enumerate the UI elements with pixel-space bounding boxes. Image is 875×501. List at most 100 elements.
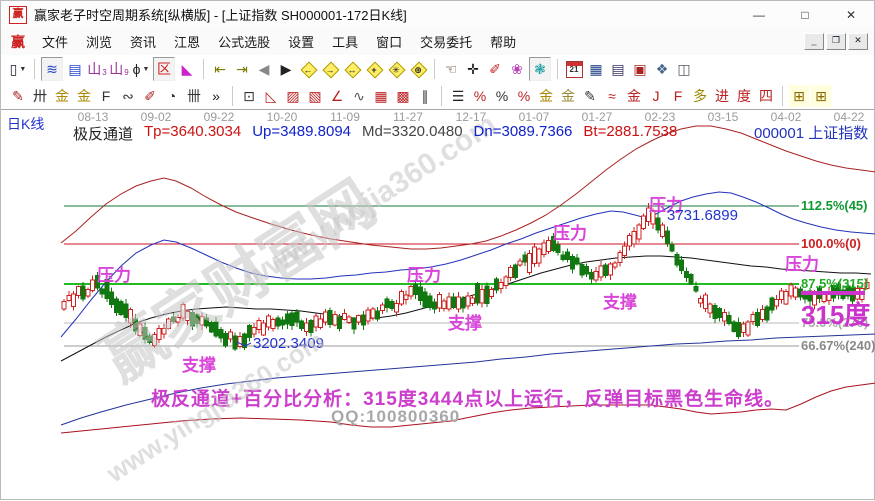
- menu-item-tools[interactable]: 工具: [332, 35, 359, 50]
- indicator-title: 极反通道: [73, 126, 134, 143]
- hatch-box-icon[interactable]: ▨: [286, 88, 300, 104]
- toolbar-separator: [434, 59, 435, 79]
- menu-logo-icon: 赢: [11, 33, 25, 50]
- red-grid-icon[interactable]: ▦: [374, 88, 388, 104]
- si-angle-icon[interactable]: 四: [759, 88, 773, 104]
- wave-channel-icon[interactable]: ≈: [608, 88, 616, 104]
- menu-item-formula-picker[interactable]: 公式选股: [218, 35, 271, 50]
- select-box-icon[interactable]: ⊡: [243, 88, 255, 104]
- mdi-close-button[interactable]: ✕: [848, 33, 868, 50]
- du-angle-icon[interactable]: 度: [737, 88, 751, 104]
- close-button[interactable]: ✕: [845, 7, 857, 22]
- shift-right-icon[interactable]: →: [320, 58, 340, 80]
- mdi-restore-button[interactable]: ❐: [826, 33, 846, 50]
- gold-grid-2-icon[interactable]: 金: [77, 88, 91, 104]
- zoom-reset-icon[interactable]: ⊕: [408, 58, 428, 80]
- toolbar-separator: [232, 86, 233, 106]
- wave-tool-icon[interactable]: ∿: [353, 88, 365, 104]
- menu-item-gann[interactable]: 江恩: [174, 35, 201, 50]
- gold-grid-icon[interactable]: 金: [55, 88, 69, 104]
- yellow-grid-icon[interactable]: ⊞: [789, 85, 809, 107]
- gold-circle-icon[interactable]: 金: [539, 88, 553, 104]
- gold-circle-2-icon[interactable]: 金: [561, 88, 575, 104]
- prev-bar-icon[interactable]: ◀: [258, 61, 270, 77]
- angle-pencil-icon[interactable]: ✐: [489, 61, 501, 77]
- minimize-button[interactable]: —: [753, 7, 765, 22]
- color-histogram-icon[interactable]: ◣: [181, 61, 193, 77]
- toolbar-separator: [782, 86, 783, 106]
- indicator-row: 极反通道 Tp=3640.3034 Up=3489.8094 Md=3320.048…: [73, 123, 677, 144]
- toolbar-separator: [557, 59, 558, 79]
- percent-icon[interactable]: %: [495, 88, 509, 104]
- red-grid-2-icon[interactable]: ▩: [396, 88, 410, 104]
- drawing-toolbar: ✎ 卅金金 F ∾ ✐ ◔ 卌» ⊡ ◺ ▨ ▧ ∠ ∿ ▦ ▩ ∥ ☰%%% 金金 ✎ ≈ 金 J F 多进度四 ⊞ ⊞: [1, 83, 874, 110]
- red-pencil-icon[interactable]: ✐: [144, 88, 156, 104]
- indicator-value: Bt=2881.7538: [583, 123, 678, 140]
- hand-tool-icon[interactable]: ☜: [444, 61, 458, 77]
- f-grid-icon[interactable]: F: [101, 88, 111, 104]
- next-bar-icon[interactable]: ▶: [280, 61, 292, 77]
- period-label: 日K线: [7, 116, 45, 132]
- remote-pc-icon[interactable]: ◫: [677, 61, 691, 77]
- slant-lines-icon[interactable]: ∥: [421, 88, 429, 104]
- title-bar: 赢 赢家老子时空周期系统[纵横版] - [上证指数 SH000001-172日K…: [1, 1, 874, 29]
- menu-item-help[interactable]: 帮助: [490, 35, 517, 50]
- percent-line-icon[interactable]: %: [517, 88, 531, 104]
- menu-item-window[interactable]: 窗口: [376, 35, 403, 50]
- indicator-value: Dn=3089.7366: [473, 123, 573, 140]
- info-f10-icon[interactable]: ▤: [68, 61, 82, 77]
- f-angle-icon[interactable]: F: [673, 88, 683, 104]
- menu-item-news[interactable]: 资讯: [130, 35, 157, 50]
- pen-tool-icon[interactable]: ✎: [584, 88, 596, 104]
- zoom-in-icon[interactable]: +: [364, 58, 384, 80]
- gold-angle-icon[interactable]: 金: [627, 88, 641, 104]
- shift-left-icon[interactable]: ←: [298, 58, 318, 80]
- main-toolbar: ▯ ▼ ≋ ▤ 山 3 山 9 ϕ ▼ 区 ◣ ⇤ ⇥ ◀ ▶ ← → ↔ + ✳ ⊕ ☜ ✛ ✐ ❀ ❃ 21 ▦ ▤ ▣ ❖ ◫: [1, 55, 874, 84]
- indicator-value: Up=3489.8094: [252, 123, 352, 140]
- indicator-value: Md=3320.0480: [362, 123, 463, 140]
- net-send-icon[interactable]: ❖: [655, 61, 669, 77]
- spiral-tool-icon[interactable]: ∾: [122, 88, 134, 104]
- brush-tool-icon[interactable]: ✎: [12, 88, 24, 104]
- window-title: 赢家老子时空周期系统[纵横版] - [上证指数 SH000001-172日K线]: [34, 8, 407, 23]
- menu-item-settings[interactable]: 设置: [288, 35, 315, 50]
- j-angle-icon[interactable]: J: [652, 88, 660, 104]
- grid-tool-icon[interactable]: 卅: [33, 88, 47, 104]
- indicator-value: Tp=3640.3034: [144, 123, 242, 140]
- zoom-horizontal-icon[interactable]: ↔: [342, 58, 362, 80]
- jin-angle-icon[interactable]: 进: [715, 88, 729, 104]
- stats-bars-icon[interactable]: ☰: [451, 88, 465, 104]
- menu-item-trade[interactable]: 交易委托: [420, 35, 473, 50]
- maximize-button[interactable]: □: [801, 7, 809, 22]
- crosshair-icon[interactable]: ✛: [467, 61, 479, 77]
- menu-bar: 赢 文件 浏览 资讯 江恩 公式选股 设置 工具 窗口 交易委托 帮助 ‗ ❐ ✕: [1, 28, 874, 56]
- mdi-minimize-button[interactable]: ‗: [804, 33, 824, 50]
- notes-icon[interactable]: ▤: [611, 61, 625, 77]
- angle-line-icon[interactable]: ∠: [330, 88, 344, 104]
- duo-angle-icon[interactable]: 多: [693, 88, 707, 104]
- block-mode-icon[interactable]: 区: [153, 57, 175, 81]
- rail-tool-icon[interactable]: 卌: [187, 88, 201, 104]
- yellow-grid-2-icon[interactable]: ⊞: [811, 85, 831, 107]
- menu-item-browse[interactable]: 浏览: [86, 35, 113, 50]
- fan-lines-icon[interactable]: ◺: [265, 88, 277, 104]
- hatch-box-2-icon[interactable]: ▧: [308, 88, 322, 104]
- web-quotes-icon[interactable]: ≋: [41, 57, 63, 81]
- time-cycle-icon[interactable]: ◔: [167, 88, 177, 104]
- first-bar-icon[interactable]: ⇤: [214, 61, 226, 77]
- chart-type-icon[interactable]: ▯ ▼: [9, 61, 27, 77]
- smart-analysis-icon[interactable]: ❃: [529, 57, 551, 81]
- menu-item-file[interactable]: 文件: [42, 35, 69, 50]
- gann-flower-icon[interactable]: ❀: [511, 61, 523, 77]
- save-icon[interactable]: ▣: [633, 61, 647, 77]
- last-bar-icon[interactable]: ⇥: [236, 61, 248, 77]
- more-tools-chevron-icon[interactable]: »: [212, 88, 220, 104]
- calculator-icon[interactable]: ▦: [589, 61, 603, 77]
- percent-box-icon[interactable]: %: [473, 88, 487, 104]
- candle-style-icon[interactable]: ϕ ▼: [132, 61, 150, 77]
- calendar-icon[interactable]: 21: [564, 58, 584, 80]
- zoom-all-icon[interactable]: ✳: [386, 58, 406, 80]
